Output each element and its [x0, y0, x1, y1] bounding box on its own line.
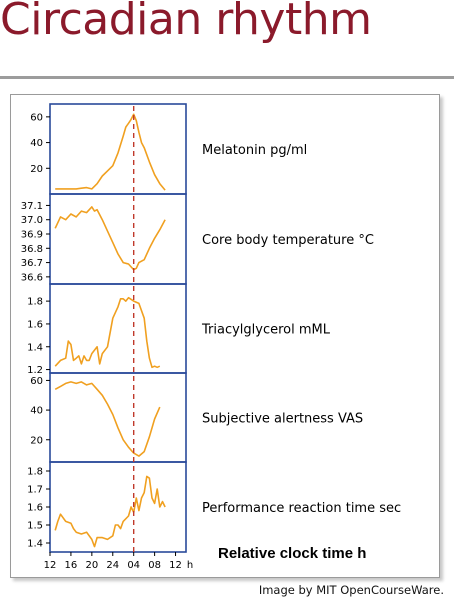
- y-tick-label: 1.6: [27, 503, 43, 514]
- panel-frame: [49, 461, 187, 553]
- y-tick-label: 36.6: [21, 272, 43, 283]
- y-tick-label: 37.0: [21, 215, 43, 226]
- y-tick-label: 20: [30, 164, 43, 175]
- panel-label: Melatonin pg/ml: [202, 143, 307, 158]
- panel-frame: [49, 283, 187, 374]
- panel-frame: [49, 193, 187, 285]
- panel-label: Performance reaction time sec: [202, 501, 401, 516]
- series-line: [54, 381, 161, 457]
- y-tick-label: 40: [30, 406, 43, 417]
- panel-label: Core body temperature °C: [202, 233, 374, 248]
- panel-label: Subjective alertness VAS: [202, 412, 363, 427]
- image-credit: Image by MIT OpenCourseWare.: [258, 583, 444, 597]
- figure-frame: [10, 94, 440, 578]
- y-tick-label: 1.8: [27, 297, 43, 308]
- y-tick-label: 60: [30, 112, 43, 123]
- y-tick-label: 1.7: [27, 485, 43, 496]
- y-tick-label: 36.8: [21, 244, 43, 255]
- x-tick-label: 24: [106, 560, 119, 571]
- series-line: [54, 475, 166, 548]
- y-tick-label: 1.4: [27, 342, 43, 353]
- y-tick-label: 1.5: [27, 521, 43, 532]
- y-tick-label: 40: [30, 138, 43, 149]
- panel-frame: [49, 103, 187, 195]
- y-tick-label: 60: [30, 376, 43, 387]
- y-tick-label: 1.8: [27, 467, 43, 478]
- y-tick-label: 36.7: [21, 258, 43, 269]
- title-divider: [0, 76, 454, 79]
- x-tick-label: 12: [44, 560, 57, 571]
- x-tick-label: 12: [169, 560, 182, 571]
- y-tick-label: 1.4: [27, 539, 43, 550]
- y-tick-label: 36.9: [21, 230, 43, 241]
- y-tick-label: 1.6: [27, 319, 43, 330]
- slide-title: Circadian rhythm: [0, 0, 372, 45]
- y-tick-label: 20: [30, 435, 43, 446]
- series-line: [54, 206, 166, 271]
- x-axis-label: Relative clock time h: [218, 545, 366, 562]
- panel-label: Triacylglycerol mML: [201, 323, 331, 338]
- x-tick-label: 08: [148, 560, 161, 571]
- series-line: [54, 296, 161, 369]
- x-tick-label: 16: [65, 560, 78, 571]
- x-tick-label: 20: [85, 560, 98, 571]
- panel-frame: [49, 372, 187, 463]
- x-unit-label: h: [187, 560, 193, 571]
- x-tick-label: 04: [127, 560, 140, 571]
- series-line: [55, 113, 166, 191]
- y-tick-label: 1.2: [27, 365, 43, 376]
- y-tick-label: 37.1: [21, 201, 43, 212]
